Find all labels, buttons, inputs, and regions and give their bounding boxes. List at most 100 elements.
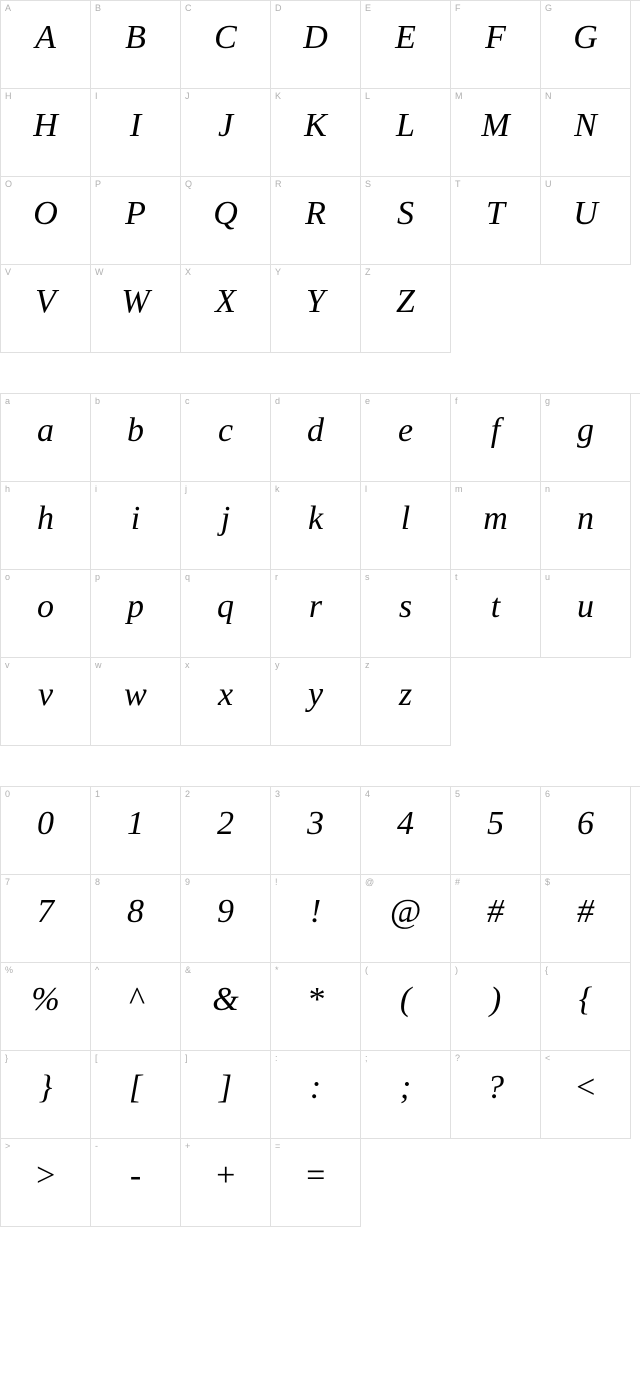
glyph-cell: == [271, 1139, 361, 1227]
glyph-display: I [91, 107, 180, 145]
glyph-cell: vv [1, 658, 91, 746]
glyph-display: a [1, 412, 90, 450]
glyph-display: : [271, 1069, 360, 1107]
glyph-display: w [91, 676, 180, 714]
glyph-cell: ^^ [91, 963, 181, 1051]
glyph-cell: !! [271, 875, 361, 963]
glyph-label: c [185, 396, 190, 406]
glyph-display: G [541, 19, 630, 57]
glyph-display: 1 [91, 805, 180, 843]
glyph-label: A [5, 3, 11, 13]
glyph-display: g [541, 412, 630, 450]
glyph-label: 2 [185, 789, 190, 799]
glyph-label: M [455, 91, 463, 101]
glyph-label: x [185, 660, 190, 670]
glyph-label: - [95, 1141, 98, 1151]
glyph-display: # [541, 893, 630, 931]
glyph-display: r [271, 588, 360, 626]
glyph-display: S [361, 195, 450, 233]
glyph-grid: AABBCCDDEEFFGGHHIIJJKKLLMMNNOOPPQQRRSSTT… [0, 0, 640, 353]
glyph-cell: FF [451, 1, 541, 89]
glyph-cell: UU [541, 177, 631, 265]
glyph-cell: AA [1, 1, 91, 89]
glyph-display: C [181, 19, 270, 57]
glyph-label: n [545, 484, 550, 494]
glyph-display: c [181, 412, 270, 450]
glyph-cell: ]] [181, 1051, 271, 1139]
glyph-display: o [1, 588, 90, 626]
glyph-display: 8 [91, 893, 180, 931]
glyph-cell: ww [91, 658, 181, 746]
glyph-display: N [541, 107, 630, 145]
glyph-label: z [365, 660, 370, 670]
glyph-label: 0 [5, 789, 10, 799]
glyph-display: } [1, 1069, 90, 1107]
empty-cell [451, 658, 541, 745]
glyph-grid: 00112233445566778899!!@@##$#%%^^&&**(())… [0, 786, 640, 1227]
glyph-display: D [271, 19, 360, 57]
glyph-display: b [91, 412, 180, 450]
glyph-cell: 99 [181, 875, 271, 963]
glyph-cell: kk [271, 482, 361, 570]
glyph-display: p [91, 588, 180, 626]
glyph-label: B [95, 3, 101, 13]
glyph-label: S [365, 179, 371, 189]
glyph-cell: RR [271, 177, 361, 265]
glyph-label: p [95, 572, 100, 582]
glyph-display: 4 [361, 805, 450, 843]
glyph-cell: ## [451, 875, 541, 963]
glyph-cell: SS [361, 177, 451, 265]
section-numbers-symbols: 00112233445566778899!!@@##$#%%^^&&**(())… [0, 786, 640, 1227]
glyph-display: t [451, 588, 540, 626]
empty-cell [451, 265, 541, 352]
glyph-display: x [181, 676, 270, 714]
glyph-label: u [545, 572, 550, 582]
glyph-label: & [185, 965, 191, 975]
glyph-cell: << [541, 1051, 631, 1139]
glyph-label: G [545, 3, 552, 13]
glyph-cell: uu [541, 570, 631, 658]
glyph-cell: zz [361, 658, 451, 746]
glyph-cell: DD [271, 1, 361, 89]
glyph-label: g [545, 396, 550, 406]
glyph-cell: EE [361, 1, 451, 89]
glyph-label: H [5, 91, 12, 101]
glyph-display: M [451, 107, 540, 145]
glyph-label: L [365, 91, 370, 101]
glyph-cell: )) [451, 963, 541, 1051]
glyph-display: E [361, 19, 450, 57]
glyph-display: u [541, 588, 630, 626]
glyph-cell: OO [1, 177, 91, 265]
glyph-display: k [271, 500, 360, 538]
character-map: AABBCCDDEEFFGGHHIIJJKKLLMMNNOOPPQQRRSSTT… [0, 0, 640, 1227]
glyph-label: 4 [365, 789, 370, 799]
glyph-cell: 77 [1, 875, 91, 963]
glyph-cell: ee [361, 394, 451, 482]
glyph-cell: tt [451, 570, 541, 658]
glyph-display: B [91, 19, 180, 57]
glyph-cell: && [181, 963, 271, 1051]
glyph-label: h [5, 484, 10, 494]
glyph-display: i [91, 500, 180, 538]
glyph-label: w [95, 660, 102, 670]
glyph-label: 5 [455, 789, 460, 799]
glyph-cell: ll [361, 482, 451, 570]
glyph-cell: GG [541, 1, 631, 89]
glyph-cell: $# [541, 875, 631, 963]
empty-cell [541, 658, 631, 745]
glyph-cell: %% [1, 963, 91, 1051]
section-lowercase: aabbccddeeffgghhiijjkkllmmnnooppqqrrsstt… [0, 393, 640, 746]
glyph-cell: VV [1, 265, 91, 353]
glyph-display: V [1, 283, 90, 321]
glyph-label: % [5, 965, 13, 975]
glyph-cell: KK [271, 89, 361, 177]
glyph-label: U [545, 179, 552, 189]
glyph-display: { [541, 981, 630, 1019]
glyph-label: W [95, 267, 104, 277]
glyph-display: Z [361, 283, 450, 321]
glyph-label: { [545, 965, 548, 975]
glyph-display: # [451, 893, 540, 931]
glyph-label: ) [455, 965, 458, 975]
glyph-cell: 11 [91, 787, 181, 875]
glyph-display: s [361, 588, 450, 626]
